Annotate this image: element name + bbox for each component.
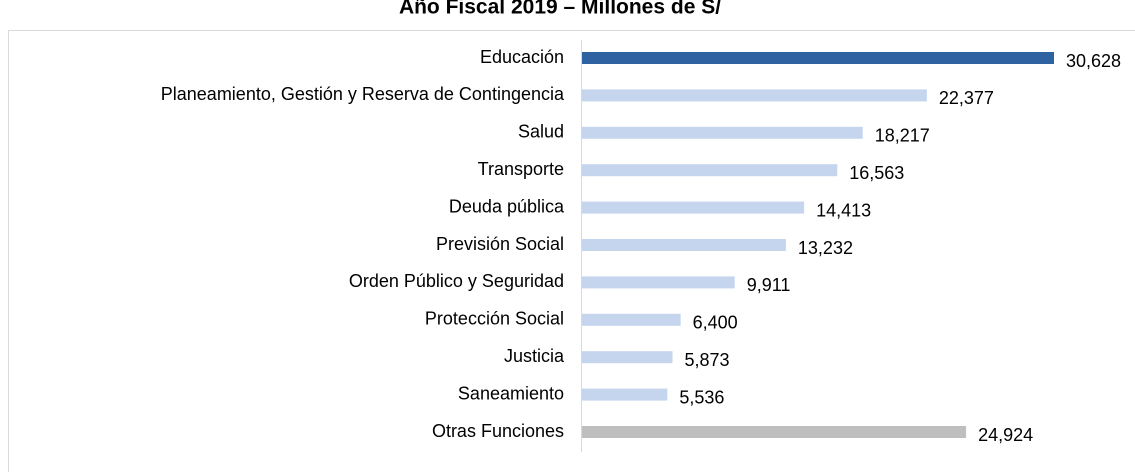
bar	[582, 126, 863, 139]
bar	[582, 388, 668, 401]
chart-frame	[8, 30, 1135, 472]
category-label: Saneamiento	[458, 383, 564, 403]
value-label: 5,873	[685, 350, 730, 370]
category-label: Deuda pública	[449, 196, 565, 216]
value-label: 9,911	[747, 275, 791, 295]
value-label: 5,536	[679, 387, 724, 407]
value-label: 18,217	[875, 126, 930, 146]
bar	[582, 276, 735, 289]
bar	[582, 239, 786, 251]
category-label: Otras Funciones	[432, 421, 564, 441]
value-label: 30,628	[1066, 51, 1121, 71]
bar	[582, 351, 673, 364]
category-label: Salud	[518, 122, 564, 142]
category-label: Orden Público y Seguridad	[349, 271, 564, 291]
category-label: Previsión Social	[436, 234, 564, 254]
category-label: Transporte	[478, 159, 564, 179]
value-label: 6,400	[693, 313, 738, 333]
category-label: Planeamiento, Gestión y Reserva de Conti…	[161, 84, 565, 104]
category-label: Protección Social	[425, 309, 564, 329]
value-label: 22,377	[939, 88, 994, 108]
value-label: 13,232	[798, 238, 853, 258]
bar	[582, 313, 681, 326]
value-label: 16,563	[849, 163, 904, 183]
category-label: Justicia	[504, 346, 565, 366]
bar	[582, 164, 838, 177]
bar	[582, 201, 805, 214]
bar	[582, 52, 1054, 64]
category-label: Educación	[480, 47, 564, 67]
bar	[582, 89, 927, 102]
chart-title: Año Fiscal 2019 – Millones de S/	[399, 0, 721, 19]
value-label: 24,924	[978, 425, 1033, 445]
value-label: 14,413	[816, 200, 871, 220]
bar	[582, 426, 967, 438]
